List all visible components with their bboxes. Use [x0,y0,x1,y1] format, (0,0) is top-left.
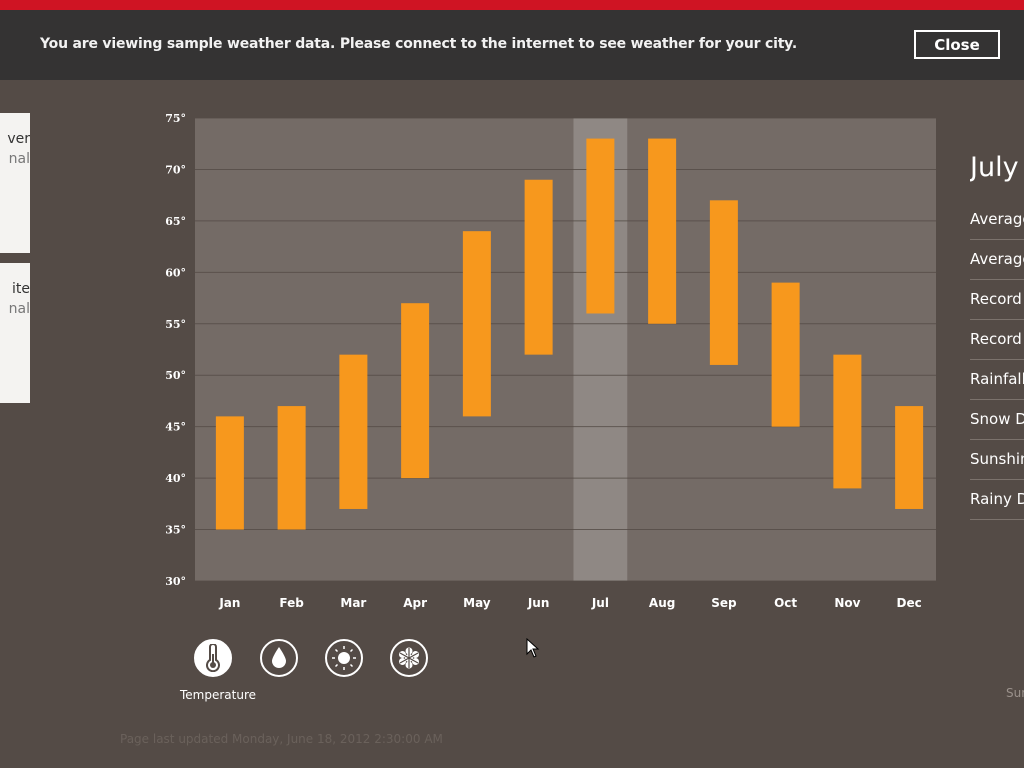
temperature-range-bar[interactable] [771,282,800,427]
y-tick-label: 60° [165,266,186,279]
close-button[interactable]: Close [914,30,1000,59]
month-title: July [970,152,1019,183]
app-accent-bar [0,0,1024,10]
detail-row: Record [970,320,1024,360]
card-subtitle: nal [8,301,30,317]
x-tick-label[interactable]: Nov [834,596,860,610]
x-tick-label[interactable]: Mar [340,596,366,610]
temperature-range-bar[interactable] [524,179,553,355]
snowflake-icon [399,647,419,669]
x-tick-label[interactable]: Apr [403,596,427,610]
y-tick-label: 35° [165,524,186,537]
y-tick-label: 65° [165,215,186,228]
x-tick-label[interactable]: Jan [218,596,240,610]
monthly-temperature-chart: 30° 35° 40° 45° 50° 55° 60° 65° 70° 75° Jan Feb Mar A… [165,112,936,610]
card-subtitle: nal [8,151,30,167]
y-tick-label: 50° [165,369,186,382]
plot-area [195,118,936,581]
detail-row: Sunshine [970,440,1024,480]
temperature-toggle[interactable] [194,639,232,677]
snow-toggle[interactable] [390,639,428,677]
offline-notification-banner: You are viewing sample weather data. Ple… [0,10,1024,80]
month-detail-panel: July AverageAverageRecordRecordRainfallS… [970,150,1024,520]
detail-row: Rainfall [970,360,1024,400]
x-tick-label[interactable]: Sep [711,596,737,610]
thermometer-icon [206,644,220,672]
forecast-card[interactable]: ver nal [0,113,30,253]
x-tick-label[interactable]: Aug [649,596,675,610]
x-tick-label[interactable]: Oct [774,596,797,610]
temperature-range-bar[interactable] [339,354,368,509]
temperature-range-bar[interactable] [462,231,491,417]
temperature-range-bar[interactable] [709,200,738,365]
sunshine-toggle[interactable] [325,639,363,677]
temperature-range-bar[interactable] [648,138,677,324]
detail-row: Record [970,280,1024,320]
rainfall-toggle[interactable] [260,639,298,677]
x-tick-label[interactable]: Dec [897,596,922,610]
y-tick-label: 30° [165,575,186,588]
last-updated-text: Page last updated Monday, June 18, 2012 … [120,732,443,746]
temperature-range-bar[interactable] [401,303,430,479]
y-tick-label: 45° [165,421,186,434]
x-tick-label[interactable]: Jun [527,596,550,610]
x-tick-label[interactable]: Jul [591,596,609,610]
toggle-label: Temperature [180,688,257,702]
detail-row: Rainy Days [970,480,1024,520]
detail-row: Average [970,240,1024,280]
raindrop-icon [272,647,286,668]
temperature-range-bar[interactable] [895,406,924,509]
sun-icon [332,646,356,670]
temperature-range-bar[interactable] [277,406,306,530]
detail-row: Average [970,200,1024,240]
card-title: ite [12,281,30,297]
temperature-range-bar[interactable] [215,416,244,530]
y-tick-label: 55° [165,318,186,331]
temperature-range-bar[interactable] [833,354,862,489]
detail-row: Snow Days [970,400,1024,440]
x-tick-label[interactable]: Feb [279,596,304,610]
forecast-card[interactable]: ite nal [0,263,30,403]
mouse-cursor-icon [526,638,540,658]
temperature-range-bar[interactable] [586,138,615,314]
sunshine-label: Sun [1006,686,1024,700]
x-tick-label[interactable]: May [463,596,491,610]
y-tick-label: 75° [165,112,186,125]
y-tick-label: 70° [165,163,186,176]
y-tick-label: 40° [165,472,186,485]
card-title: ver [7,131,30,147]
notification-message: You are viewing sample weather data. Ple… [40,36,797,52]
